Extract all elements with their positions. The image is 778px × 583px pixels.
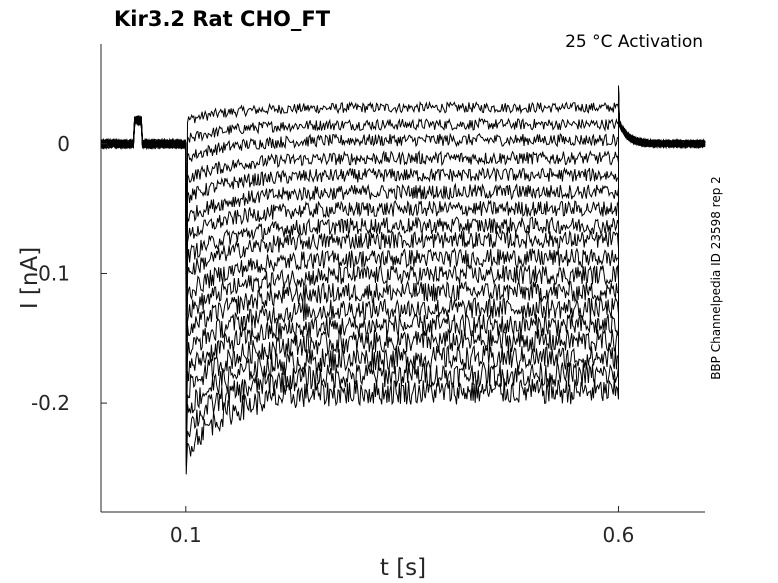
current-trace-9 [100, 95, 706, 393]
current-trace-2 [100, 103, 706, 329]
current-trace-1 [100, 100, 706, 319]
y-tick-label: -0.1 [31, 261, 70, 285]
current-trace-5 [100, 100, 706, 356]
current-trace-7 [100, 98, 706, 374]
current-trace-16 [100, 87, 706, 457]
x-tick-label: 0.1 [170, 523, 202, 547]
current-trace-13 [100, 91, 706, 429]
ticks: 0.1 0.6 0 -0.1 -0.2 [31, 132, 634, 547]
current-trace-15 [100, 88, 706, 448]
current-trace-10 [100, 94, 706, 402]
y-axis-label: I [nA] [17, 247, 43, 309]
traces [100, 85, 706, 475]
axes [100, 44, 705, 513]
y-tick-label: 0 [57, 132, 70, 156]
chart-subtitle: 25 °C Activation [565, 32, 703, 52]
current-trace-18 [100, 85, 706, 475]
current-trace-4 [100, 101, 706, 347]
current-trace-8 [100, 96, 706, 383]
current-trace-6 [100, 99, 706, 365]
current-trace-12 [100, 92, 706, 420]
y-tick-label: -0.2 [31, 391, 70, 415]
chart-title: Kir3.2 Rat CHO_FT [114, 7, 331, 31]
x-axis-label: t [s] [380, 555, 426, 581]
current-trace-11 [100, 93, 706, 411]
current-trace-3 [100, 102, 706, 338]
current-trace-14 [100, 90, 706, 438]
side-label: BBP Channelpedia ID 23598 rep 2 [709, 176, 723, 380]
current-trace-17 [100, 86, 706, 466]
x-tick-label: 0.6 [603, 523, 635, 547]
